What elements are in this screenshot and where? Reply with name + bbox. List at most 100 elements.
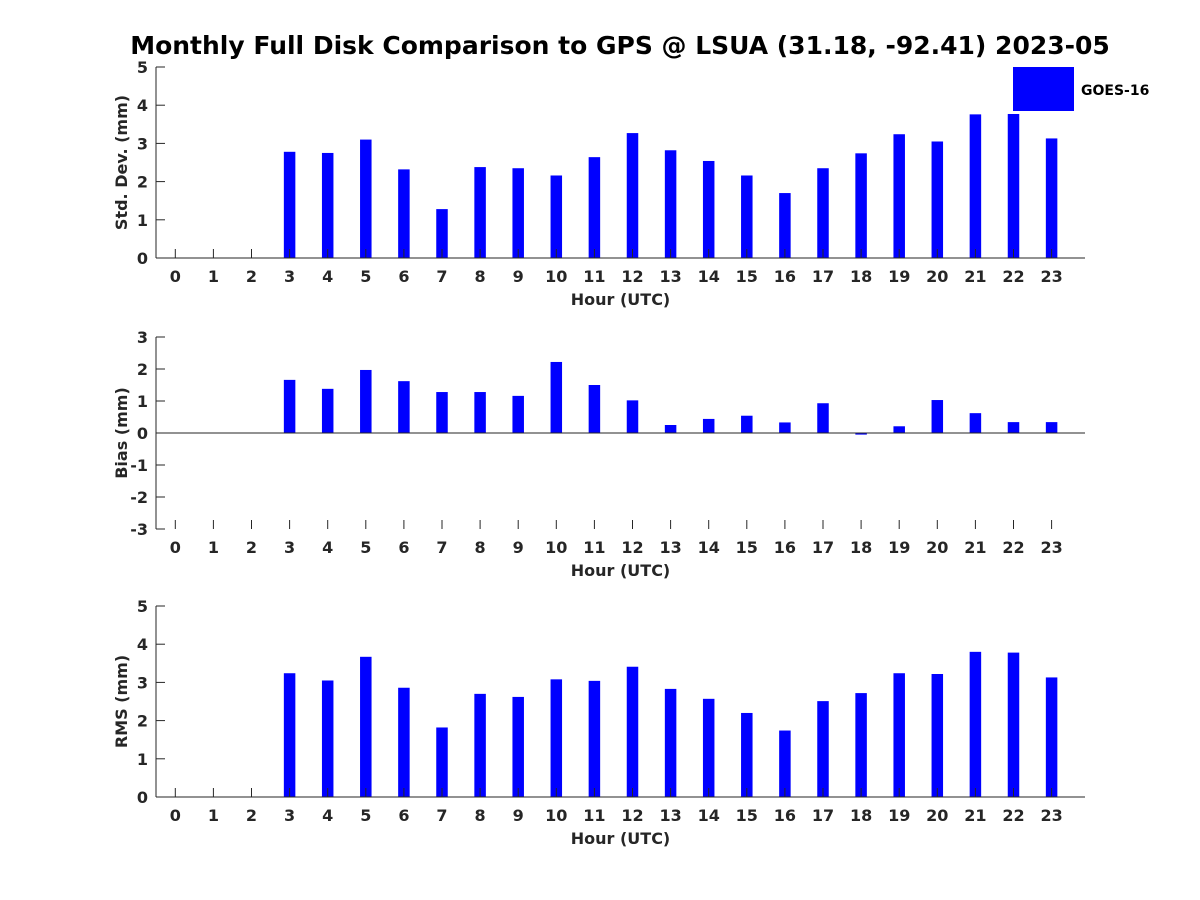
bar-hour-16: [779, 422, 791, 433]
y-tick-label: -1: [130, 456, 148, 475]
x-tick-label: 4: [322, 267, 333, 286]
x-tick-label: 21: [964, 267, 986, 286]
x-tick-label: 23: [1040, 538, 1062, 557]
x-axis-label: Hour (UTC): [571, 561, 671, 580]
x-tick-label: 8: [475, 538, 486, 557]
bar-hour-23: [1045, 677, 1058, 797]
x-tick-label: 17: [812, 806, 834, 825]
x-tick-label: 7: [436, 267, 447, 286]
bar-hour-6: [398, 169, 410, 258]
bar-hour-21: [969, 413, 982, 433]
bar-hour-5: [360, 369, 372, 433]
bar-hour-4: [321, 152, 334, 258]
x-tick-label: 4: [322, 806, 333, 825]
bar-hour-18: [855, 153, 867, 258]
bar-hour-19: [893, 426, 905, 433]
y-tick-label: 1: [137, 750, 148, 769]
y-tick-label: 0: [137, 249, 148, 268]
bar-hour-16: [779, 730, 791, 797]
x-tick-label: 6: [398, 806, 409, 825]
y-tick-label: 2: [137, 360, 148, 379]
bar-hour-17: [817, 403, 829, 433]
x-tick-label: 14: [698, 806, 720, 825]
x-tick-label: 0: [170, 806, 181, 825]
x-tick-label: 19: [888, 538, 910, 557]
x-tick-label: 7: [436, 806, 447, 825]
x-tick-label: 16: [774, 538, 796, 557]
y-tick-label: 4: [137, 96, 148, 115]
y-tick-label: 4: [137, 635, 148, 654]
bar-hour-8: [474, 392, 486, 433]
x-axis-label: Hour (UTC): [571, 829, 671, 848]
y-tick-label: 3: [137, 673, 148, 692]
bar-hour-6: [398, 687, 410, 797]
bar-hour-7: [436, 392, 448, 433]
x-tick-label: 18: [850, 806, 872, 825]
bar-hour-11: [588, 385, 601, 433]
x-tick-label: 11: [583, 538, 605, 557]
bar-hour-9: [512, 696, 524, 797]
bar-hour-13: [664, 688, 677, 797]
x-tick-label: 17: [812, 538, 834, 557]
x-tick-label: 6: [398, 267, 409, 286]
bar-hour-19: [893, 134, 905, 258]
x-tick-label: 7: [436, 538, 447, 557]
x-tick-label: 12: [621, 806, 643, 825]
bar-hour-3: [283, 151, 296, 258]
bar-hour-18: [855, 433, 867, 435]
x-tick-label: 23: [1040, 806, 1062, 825]
bar-hour-22: [1007, 652, 1020, 797]
bar-hour-7: [436, 209, 448, 258]
bar-hour-5: [360, 139, 372, 258]
y-tick-label: 1: [137, 392, 148, 411]
x-tick-label: 8: [475, 267, 486, 286]
bar-hour-17: [817, 701, 829, 797]
x-tick-label: 11: [583, 806, 605, 825]
x-tick-label: 22: [1002, 806, 1024, 825]
x-tick-label: 20: [926, 806, 948, 825]
bar-hour-19: [893, 673, 905, 797]
bar-hour-20: [931, 400, 944, 433]
bar-hour-13: [664, 425, 677, 433]
x-tick-label: 17: [812, 267, 834, 286]
y-tick-label: 2: [137, 712, 148, 731]
x-tick-label: 21: [964, 538, 986, 557]
panel-rms: 0 1 2 3 4 5 6 7 8 9 10 11 12 13 14 15 16 17 18 19 20 21 22 2301…: [112, 597, 1085, 848]
x-tick-label: 20: [926, 538, 948, 557]
bar-hour-12: [626, 400, 639, 433]
bar-hour-12: [626, 133, 639, 258]
bar-hour-20: [931, 673, 944, 797]
x-tick-label: 10: [545, 806, 567, 825]
bar-hour-15: [741, 175, 753, 258]
bar-hour-8: [474, 693, 486, 797]
x-tick-label: 10: [545, 538, 567, 557]
bar-hour-14: [702, 418, 715, 433]
y-tick-label: 3: [137, 134, 148, 153]
bar-hour-6: [398, 381, 410, 433]
y-tick-label: 1: [137, 211, 148, 230]
x-tick-label: 13: [659, 267, 681, 286]
x-tick-label: 1: [208, 538, 219, 557]
x-tick-label: 14: [698, 267, 720, 286]
x-tick-label: 2: [246, 538, 257, 557]
y-axis-label: Std. Dev. (mm): [112, 95, 131, 230]
x-tick-label: 22: [1002, 538, 1024, 557]
x-tick-label: 12: [621, 267, 643, 286]
x-tick-label: 19: [888, 267, 910, 286]
x-tick-label: 3: [284, 538, 295, 557]
y-tick-label: 5: [137, 597, 148, 616]
x-tick-label: 20: [926, 267, 948, 286]
x-tick-label: 16: [774, 267, 796, 286]
bar-hour-18: [855, 693, 867, 797]
bar-hour-11: [588, 157, 601, 258]
x-tick-label: 16: [774, 806, 796, 825]
bar-hour-22: [1007, 422, 1020, 433]
bar-hour-3: [283, 379, 296, 433]
y-tick-label: 2: [137, 173, 148, 192]
x-tick-label: 3: [284, 806, 295, 825]
y-axis-label: Bias (mm): [112, 387, 131, 479]
y-tick-label: 0: [137, 424, 148, 443]
bar-hour-21: [969, 114, 982, 258]
x-tick-label: 4: [322, 538, 333, 557]
bar-hour-4: [321, 680, 334, 797]
